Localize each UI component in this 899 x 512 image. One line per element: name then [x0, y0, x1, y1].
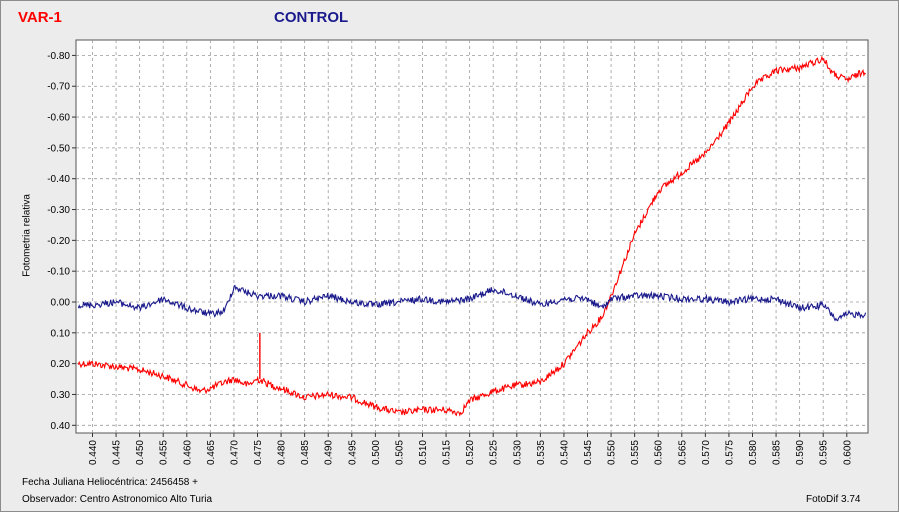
y-tick-label: 0.10	[51, 328, 71, 339]
x-tick-label: 0.600	[842, 440, 853, 465]
x-tick-label: 0.480	[277, 440, 288, 465]
y-tick-label: 0.30	[51, 390, 71, 401]
y-tick-label: -0.30	[47, 205, 70, 216]
x-tick-label: 0.550	[607, 440, 618, 465]
x-tick-label: 0.450	[135, 440, 146, 465]
y-tick-label: 0.00	[51, 298, 71, 309]
x-tick-label: 0.595	[819, 440, 830, 465]
x-tick-label: 0.575	[724, 440, 735, 465]
footer-fecha: Fecha Juliana Heliocéntrica: 2456458 +	[22, 477, 198, 488]
y-tick-label: -0.70	[47, 82, 70, 93]
y-tick-label: -0.60	[47, 113, 70, 124]
x-tick-label: 0.465	[206, 440, 217, 465]
x-tick-label: 0.560	[654, 440, 665, 465]
y-tick-label: -0.40	[47, 174, 70, 185]
x-tick-label: 0.525	[489, 440, 500, 465]
footer-observador: Observador: Centro Astronomico Alto Turi…	[22, 494, 213, 505]
y-tick-label: -0.10	[47, 267, 70, 278]
x-tick-label: 0.455	[159, 440, 170, 465]
x-tick-label: 0.540	[559, 440, 570, 465]
series-var-line	[77, 55, 866, 417]
x-tick-label: 0.530	[512, 440, 523, 465]
x-tick-label: 0.580	[748, 440, 759, 465]
x-tick-label: 0.585	[772, 440, 783, 465]
y-tick-label: -0.20	[47, 236, 70, 247]
x-tick-label: 0.440	[88, 440, 99, 465]
x-tick-label: 0.445	[112, 440, 123, 465]
x-tick-label: 0.485	[300, 440, 311, 465]
x-tick-label: 0.495	[347, 440, 358, 465]
x-tick-label: 0.505	[394, 440, 405, 465]
footer-software: FotoDif 3.74	[806, 494, 861, 505]
legend-var: VAR-1	[18, 9, 62, 26]
x-tick-label: 0.545	[583, 440, 594, 465]
legend-control: CONTROL	[274, 9, 349, 26]
y-tick-label: -0.50	[47, 143, 70, 154]
x-tick-label: 0.470	[229, 440, 240, 465]
x-tick-label: 0.475	[253, 440, 264, 465]
x-tick-label: 0.570	[701, 440, 712, 465]
x-tick-label: 0.555	[630, 440, 641, 465]
y-tick-label: -0.80	[47, 51, 70, 62]
x-tick-label: 0.460	[182, 440, 193, 465]
x-tick-label: 0.520	[465, 440, 476, 465]
y-tick-label: 0.40	[51, 421, 71, 432]
x-tick-label: 0.515	[442, 440, 453, 465]
x-tick-label: 0.535	[536, 440, 547, 465]
x-tick-label: 0.565	[677, 440, 688, 465]
x-tick-label: 0.500	[371, 440, 382, 465]
series-control-line	[77, 284, 867, 322]
x-tick-label: 0.510	[418, 440, 429, 465]
x-tick-label: 0.590	[795, 440, 806, 465]
plot-area	[75, 39, 869, 434]
y-tick-label: 0.20	[51, 359, 71, 370]
x-tick-label: 0.490	[324, 440, 335, 465]
